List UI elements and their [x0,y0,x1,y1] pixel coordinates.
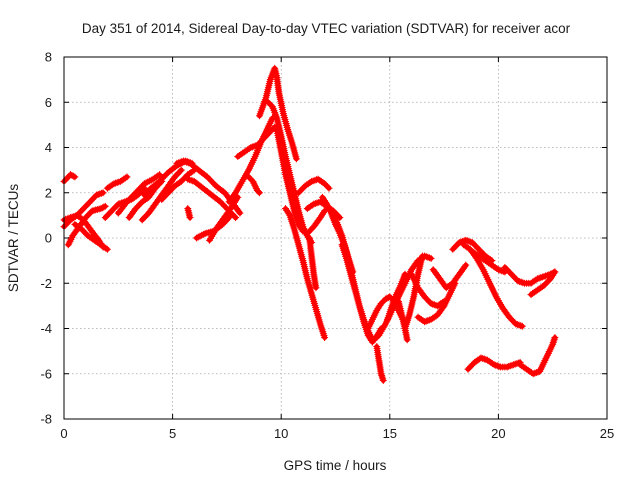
series-arc-18 [225,114,277,206]
series-arc-25 [295,175,333,197]
plus-markers [407,270,448,310]
tick-marks [63,56,608,420]
plus-markers [373,343,387,385]
x-tick-label: 5 [169,426,176,441]
plus-markers [158,166,198,204]
plus-markers [295,175,333,197]
plus-markers [184,205,194,222]
series-arc-30 [338,241,385,344]
x-tick-label: 20 [491,426,505,441]
plus-markers [460,241,526,330]
x-tick-label: 10 [274,426,288,441]
series-arc-4 [64,202,109,249]
series-arc-46 [516,334,559,378]
data-series [60,64,559,385]
series-arc-45 [464,354,524,373]
series-arc-41 [460,241,526,330]
series-arc-24 [281,205,329,342]
y-tick-label: -6 [40,366,52,381]
plus-markers [71,220,111,253]
y-axis-label: SDTVAR / TECUs [6,184,21,293]
plus-markers [464,354,524,373]
x-tick-label: 0 [60,426,67,441]
y-tick-label: 6 [45,95,52,110]
plus-markers [414,279,459,326]
plus-markers [329,211,383,346]
series-arc-27 [305,234,320,292]
plus-markers [205,193,242,244]
series-arc-10 [138,166,185,224]
plus-markers [225,114,277,206]
series-arc-23 [273,125,329,238]
y-tick-label: -4 [40,321,52,336]
chart-title: Day 351 of 2014, Sidereal Day-to-day VTE… [82,21,571,36]
series-arc-7 [103,173,131,192]
plus-markers [255,64,300,163]
series-arc-38 [414,279,459,326]
plus-markers [305,234,320,292]
plus-markers [429,261,470,292]
plus-markers [449,236,496,265]
plus-markers [103,173,131,192]
series-arc-20 [245,173,264,197]
series-arc-39 [429,261,470,292]
series-arc-17 [205,193,242,244]
plus-markers [516,334,559,378]
series-arc-42 [468,248,509,276]
series-arc-21 [255,64,300,163]
y-tick-label: 4 [45,140,52,155]
series-arc-5 [71,220,111,253]
plus-markers [281,205,329,342]
y-tick-label: 2 [45,185,52,200]
plus-markers [384,270,409,323]
plus-markers [184,175,240,222]
series-arc-12 [158,166,198,204]
series-arc-44 [527,268,559,299]
plus-markers [245,173,264,197]
series-arc-31 [373,343,387,385]
y-tick-label: 8 [45,50,52,65]
series-arc-34 [384,270,409,323]
y-tick-label: 0 [45,231,52,246]
y-tick-label: -2 [40,276,52,291]
series-arc-37 [407,270,448,310]
plus-markers [114,171,164,217]
series-arc-8 [114,171,164,217]
x-tick-label: 15 [383,426,397,441]
y-tick-labels: -8 -6 -4 -2 0 2 4 6 8 [40,50,52,427]
y-tick-label: -8 [40,412,52,427]
plus-markers [527,268,559,299]
series-arc-40 [449,236,496,265]
x-tick-label: 25 [600,426,614,441]
grid-lines [64,57,607,419]
plus-markers [338,241,385,344]
plus-markers [273,125,329,238]
x-tick-labels: 0 5 10 15 20 25 [60,426,614,441]
plus-markers [468,248,509,276]
plus-markers [234,123,279,161]
series-arc-29 [329,211,383,346]
series-arc-15 [184,205,194,222]
x-axis-label: GPS time / hours [284,458,387,473]
series-arc-19 [234,123,279,161]
